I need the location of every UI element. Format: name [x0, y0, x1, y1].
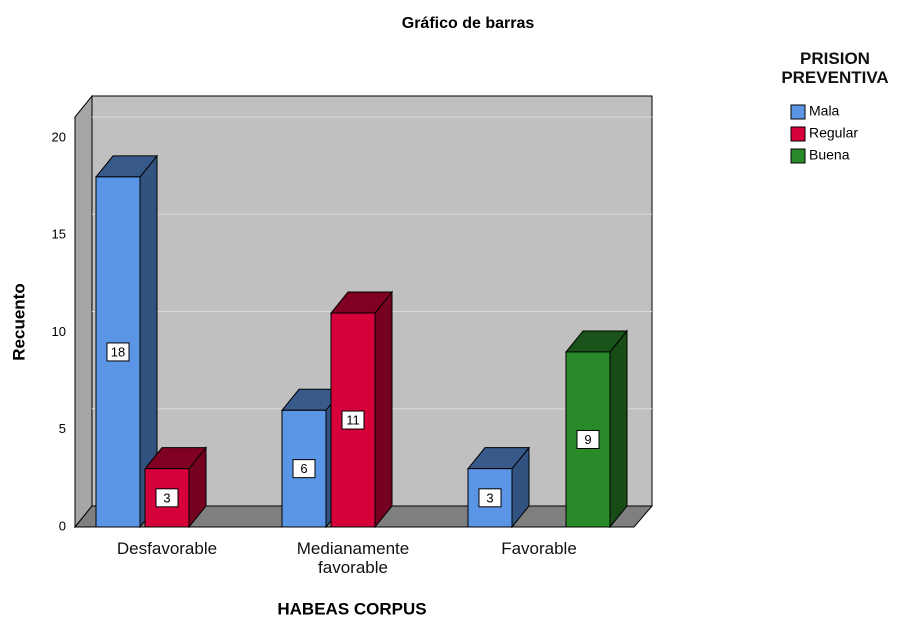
y-tick-label: 5 — [59, 421, 66, 436]
value-label-box — [478, 488, 502, 508]
bar-front — [565, 351, 611, 528]
value-label: 6 — [300, 461, 307, 476]
value-label-box — [106, 342, 130, 362]
bar — [143, 446, 208, 529]
bar — [564, 329, 629, 529]
legend-swatch — [790, 126, 806, 142]
value-label: 3 — [163, 490, 170, 505]
y-tick-label: 20 — [52, 129, 66, 144]
value-label: 9 — [584, 432, 591, 447]
side-wall — [74, 94, 93, 529]
x-tick-label: Medianamente favorable — [296, 539, 410, 577]
y-tick-label: 0 — [59, 518, 66, 533]
y-axis-label: Recuento — [9, 283, 28, 360]
bar — [329, 290, 394, 529]
bar-side — [609, 329, 628, 529]
legend-label: Mala — [809, 103, 840, 119]
legend-swatch — [790, 104, 806, 120]
x-tick-label: Favorable — [501, 539, 577, 558]
bar — [466, 446, 531, 529]
legend-label: Regular — [809, 125, 858, 141]
legend-swatch — [790, 148, 806, 164]
value-label: 18 — [111, 344, 125, 359]
legend-label: Buena — [809, 147, 850, 163]
value-label-box — [576, 429, 600, 449]
bar-side — [374, 290, 393, 529]
legend-title: PRISION PREVENTIVA — [781, 49, 889, 87]
value-label-box — [155, 488, 179, 508]
value-label: 11 — [346, 412, 360, 427]
x-axis-label: HABEAS CORPUS — [277, 599, 426, 618]
y-tick-label: 15 — [52, 227, 66, 242]
value-label-box — [292, 459, 316, 479]
chart-title: Gráfico de barras — [402, 15, 535, 32]
x-tick-label: Desfavorable — [116, 539, 218, 558]
value-label: 3 — [486, 490, 493, 505]
value-label-box — [341, 410, 365, 430]
y-tick-label: 10 — [52, 324, 66, 339]
